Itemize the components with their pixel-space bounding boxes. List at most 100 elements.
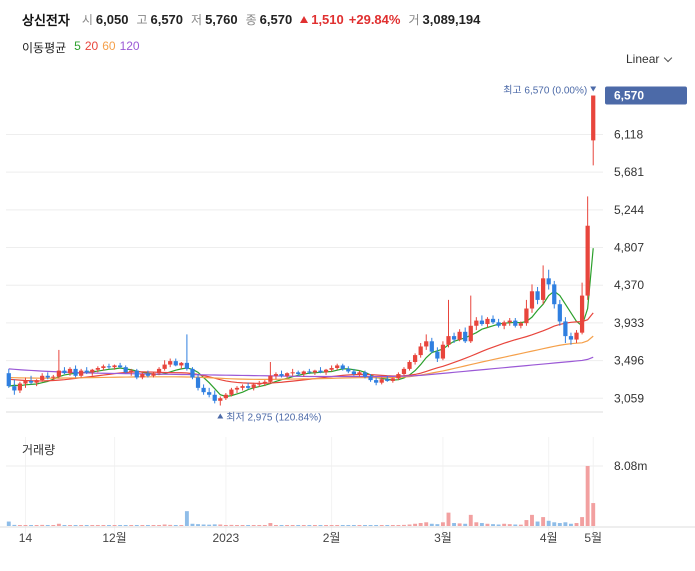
candle-body (151, 373, 156, 376)
x-tick-label: 2월 (323, 531, 341, 545)
ma-legend-60: 60 (102, 39, 116, 53)
volume-bar (29, 525, 33, 526)
volume-label: 거 (408, 12, 420, 27)
high-marker-label: 최고 6,570 (0.00%) (503, 85, 587, 97)
candle-body (457, 331, 462, 340)
candle-body (246, 386, 251, 388)
candle-body (390, 378, 395, 381)
candle-body (323, 369, 329, 373)
volume-bar (351, 525, 356, 526)
ma-legend-title: 이동평균 (22, 41, 67, 55)
volume-bar (40, 524, 45, 526)
candle-body (112, 365, 117, 368)
volume-bar (546, 520, 551, 526)
volume-bar (79, 525, 84, 526)
candle-body (117, 365, 123, 368)
candle-body (34, 380, 39, 383)
volume-bar (184, 511, 189, 526)
candle-body (223, 394, 228, 399)
scale-dropdown-label: Linear (626, 52, 660, 66)
candle-body (490, 318, 496, 323)
volume-bar (173, 525, 178, 526)
volume-bar (496, 524, 501, 526)
volume-bar (591, 503, 596, 526)
scale-dropdown[interactable]: Linear (626, 52, 673, 66)
price-tick-label: 5,244 (614, 203, 644, 217)
candle-body (435, 351, 440, 359)
ma-legend-5: 5 (74, 39, 81, 53)
candle-body (90, 369, 95, 373)
volume-bar (368, 525, 373, 526)
open-value: 6,050 (95, 11, 129, 27)
candle-body (418, 346, 423, 356)
candle-body (552, 284, 557, 305)
candle-body (362, 372, 368, 377)
candle-body (234, 387, 240, 390)
price-tick-label: 5,681 (614, 165, 644, 179)
volume-bar (457, 523, 462, 526)
candle-body (379, 379, 384, 383)
candle-body (207, 392, 212, 395)
volume-bar (251, 525, 256, 526)
close-value: 6,570 (259, 11, 293, 27)
x-tick-label: 5월 (584, 531, 602, 545)
candle-body (51, 376, 56, 378)
volume-bar (162, 524, 167, 526)
volume-bar (324, 525, 328, 526)
open-label: 시 (81, 12, 93, 27)
volume-bar (402, 524, 406, 526)
candle-body (357, 372, 362, 375)
volume-bar (552, 522, 557, 526)
volume-bar (468, 514, 473, 526)
candle-body (201, 387, 206, 393)
volume-bar (62, 525, 67, 526)
candle-body (318, 370, 323, 373)
volume-bar (207, 524, 212, 526)
volume-bar (379, 525, 384, 526)
volume-bar (190, 523, 195, 526)
volume-bar (513, 524, 518, 526)
candle-body (568, 336, 574, 340)
candle-body (513, 320, 518, 326)
volume-bar (45, 525, 50, 526)
candle-body (284, 373, 290, 376)
volume-bar (541, 517, 546, 526)
candle-body (368, 376, 373, 381)
volume-bar (435, 524, 440, 526)
candle-body (95, 368, 100, 370)
low-label: 저 (191, 12, 203, 27)
x-tick-label: 3월 (434, 531, 452, 545)
candle-body (412, 355, 418, 362)
volume-bar (557, 523, 562, 526)
up-triangle-icon (300, 15, 309, 23)
candle-body (541, 278, 546, 300)
candle-body (251, 384, 256, 388)
candle-body (290, 372, 295, 374)
volume-bar (424, 522, 429, 526)
volume-bar (118, 525, 123, 526)
volume-bar (129, 525, 134, 526)
candle-body (474, 320, 479, 326)
ma-legend-120: 120 (119, 39, 140, 53)
candle-body (79, 370, 84, 376)
candle-body (101, 366, 106, 369)
volume-bar (524, 520, 529, 526)
candle-body (335, 365, 340, 369)
candle-body (195, 377, 201, 388)
candle-body (190, 368, 195, 378)
candle-body (28, 380, 34, 383)
candle-body (6, 373, 11, 387)
candle-body (273, 374, 279, 376)
volume-bar (101, 525, 106, 526)
volume-bar (318, 525, 323, 526)
price-tick-label: 4,807 (614, 241, 644, 255)
price-tick-label: 3,059 (614, 391, 644, 405)
volume-bar (23, 525, 28, 526)
candle-body (546, 278, 551, 285)
volume-bar (157, 525, 162, 526)
price-tick-label: 4,370 (614, 278, 644, 292)
candle-body (401, 368, 407, 375)
ma-legend-20: 20 (84, 39, 99, 53)
volume-bar (312, 525, 317, 526)
